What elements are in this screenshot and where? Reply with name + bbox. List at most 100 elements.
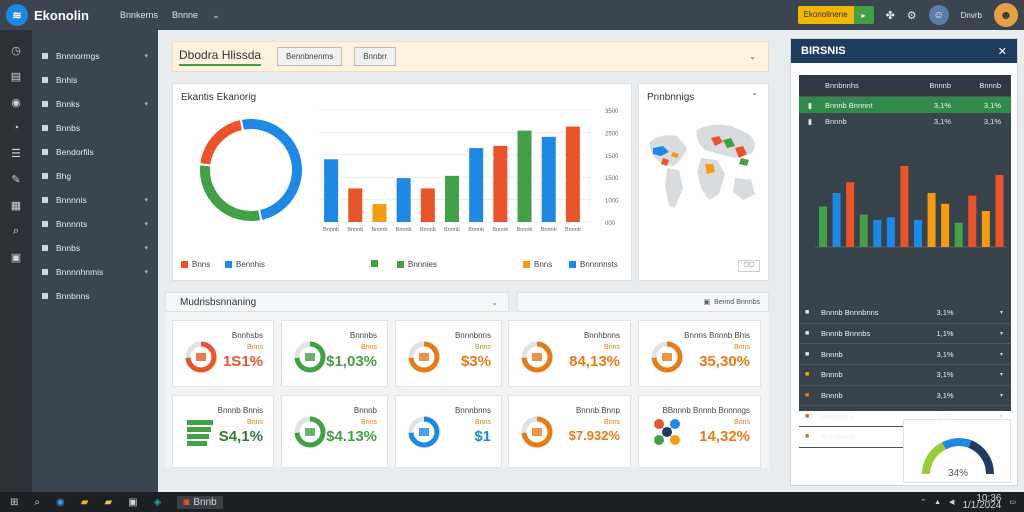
sidebar-item[interactable]: Bnnks ▾	[32, 92, 158, 116]
grid-icon[interactable]: ▦	[10, 200, 22, 212]
gear-icon[interactable]: ⚙	[906, 9, 917, 22]
bar[interactable]	[493, 145, 508, 222]
windows-start-icon[interactable]: ⊞	[10, 496, 19, 508]
chevron-down-icon[interactable]: ⌄	[749, 52, 756, 61]
kpi-card[interactable]: Bnnnb Bnnis Bnns S4,1%	[172, 395, 274, 468]
kpi-card[interactable]: Bnnhbnns Bnns 84,13%	[508, 320, 631, 387]
chevron-down-icon[interactable]: ⌄	[491, 297, 498, 307]
mini-bar[interactable]	[968, 195, 977, 247]
taskbar-active-app[interactable]: ◙ Bnnb	[177, 495, 223, 509]
kpi-card[interactable]: Bnnnbnns Bnns $3%	[395, 320, 502, 387]
sidebar-item[interactable]: Bhg	[32, 164, 158, 188]
upgrade-button[interactable]: Ekonolinene ▸	[797, 6, 874, 24]
header-button-1[interactable]: Bennbnenms	[277, 47, 343, 66]
sidebar-item[interactable]: Bnnnnts ▾	[32, 212, 158, 236]
list-item[interactable]: ■ Bnnnb Bnnnbnns 3,1% ▾	[799, 303, 1011, 324]
bar[interactable]	[348, 188, 363, 222]
list-item[interactable]: ■ Bnnnb Bnnnbs 1,1% ▾	[799, 324, 1011, 345]
user-name[interactable]: Dnvrb	[960, 10, 982, 20]
donut-slice[interactable]	[198, 117, 245, 167]
bar[interactable]	[469, 148, 484, 222]
kpi-card[interactable]: Bnnnbnns Bnns $1	[395, 395, 502, 468]
kpi-card[interactable]: Bnnhsbs Bnns 1S1%	[172, 320, 274, 387]
mini-bar[interactable]	[995, 175, 1004, 247]
bar[interactable]	[517, 130, 532, 222]
top-nav-item-1[interactable]: Bnnkerns	[120, 10, 159, 20]
bar[interactable]	[372, 204, 387, 222]
mini-bar[interactable]	[859, 214, 868, 247]
table-row[interactable]: ▮ Bnnnb Bnnnnt 3,1% 3,1%	[799, 97, 1011, 113]
table-row[interactable]: ▮ Bnnnb 3,1% 3,1%	[799, 113, 1011, 129]
legend-item[interactable]: Bennhis	[225, 260, 265, 269]
mini-bar[interactable]	[900, 166, 909, 247]
legend-item[interactable]: Bnnnnnsts	[569, 260, 618, 269]
browser-icon[interactable]: ◉	[56, 496, 65, 508]
map-zoom-control[interactable]: ▢▢	[738, 260, 760, 272]
list-item[interactable]: ■ Bnnnb 3,1% ▾	[799, 386, 1011, 407]
bar[interactable]	[324, 159, 339, 222]
top-nav-item-2[interactable]: Bnnne	[172, 10, 199, 20]
kpi-card[interactable]: BBnnnb Bnnnb Bnnnngs Bnns 14,32%	[638, 395, 761, 468]
mini-bar[interactable]	[832, 193, 841, 247]
kpi-card[interactable]: Bnnnb Bnns $4.13%	[281, 395, 388, 468]
bar[interactable]	[420, 188, 435, 222]
kpi-card[interactable]: Bnnnbs Bnns $1,03%	[281, 320, 388, 387]
close-icon[interactable]: ✕	[997, 45, 1007, 58]
bar[interactable]	[565, 126, 580, 222]
mini-bar[interactable]	[846, 182, 855, 247]
list-icon[interactable]: ☰	[11, 148, 21, 160]
user-avatar[interactable]: ☺	[928, 5, 949, 25]
sidebar-item[interactable]: Bnhis	[32, 68, 158, 92]
chevron-up-icon[interactable]: ⌃	[920, 499, 927, 506]
circle-icon[interactable]: ◉	[11, 97, 21, 109]
list-item[interactable]: ■ Bnnnb 3,1% ▾	[799, 365, 1011, 386]
sidebar-item[interactable]: Bnnbs	[32, 116, 158, 140]
bar[interactable]	[396, 178, 411, 222]
notification-icon[interactable]: ▭	[1009, 499, 1016, 506]
legend-item[interactable]: Bnns	[523, 260, 552, 269]
list-item[interactable]: ■ Bnnnb 3,1% ▾	[799, 344, 1011, 366]
sidebar-item[interactable]: Bendorfils	[32, 140, 158, 164]
bar[interactable]	[541, 136, 556, 222]
volume-icon[interactable]: ◀	[949, 499, 955, 506]
folder-icon[interactable]: ▰	[80, 496, 89, 508]
sidebar-item[interactable]: Bnnbnns	[32, 284, 158, 308]
mini-bar[interactable]	[873, 220, 882, 247]
kpi-toolbar-label[interactable]: Bennd Bnnnbs	[714, 298, 760, 306]
chevron-up-icon[interactable]: ⌃	[751, 92, 758, 101]
bar[interactable]	[445, 175, 459, 222]
mini-bar[interactable]	[941, 203, 950, 247]
sidebar-item[interactable]: Bnnnnhnmis ▾	[32, 260, 158, 284]
mini-bar[interactable]	[819, 206, 827, 248]
chat-icon[interactable]: ◔	[12, 122, 20, 134]
kpi-card[interactable]: Bnnnb Bnnp Bnns $7.932%	[508, 395, 631, 468]
chevron-down-icon[interactable]: ⌄	[212, 9, 220, 20]
sidebar-item[interactable]: Bnnnormgs ▾	[32, 44, 158, 68]
puzzle-icon[interactable]: ✤	[885, 9, 895, 22]
donut-slice[interactable]	[239, 117, 304, 223]
grid-icon[interactable]: ▣	[703, 299, 711, 306]
mini-bar[interactable]	[914, 220, 922, 247]
network-icon[interactable]: ▲	[934, 498, 942, 506]
profile-avatar[interactable]: ☻	[994, 3, 1018, 27]
kpi-card[interactable]: Bnnns Bnnnb Bhis Bnns 35,30%	[638, 320, 761, 387]
app-logo[interactable]: ≋ Ekonolin	[0, 4, 120, 26]
search-icon[interactable]: ⌕	[12, 225, 20, 237]
donut-slice[interactable]	[198, 162, 263, 223]
mini-bar[interactable]	[954, 222, 963, 247]
mini-bar[interactable]	[981, 211, 990, 247]
tools-icon[interactable]: ✎	[11, 174, 21, 186]
mini-bar[interactable]	[927, 193, 936, 247]
header-button-2[interactable]: Bnnbrr	[354, 47, 397, 66]
calendar-icon[interactable]: ▣	[10, 252, 22, 264]
sidebar-item[interactable]: Bnnbs ▾	[32, 236, 158, 260]
clock-icon[interactable]: ◷	[11, 45, 21, 57]
settings-app-icon[interactable]: ▣	[128, 496, 138, 508]
system-clock[interactable]: 10:36 1/1/2024	[962, 494, 1001, 511]
search-icon[interactable]: ⌕	[34, 496, 40, 508]
sidebar-item[interactable]: Bnnnnis ▾	[32, 188, 158, 212]
legend-item[interactable]: Bnnnies	[397, 260, 437, 269]
legend-item[interactable]	[371, 260, 382, 267]
world-map[interactable]	[639, 108, 770, 258]
mini-bar[interactable]	[886, 217, 895, 247]
